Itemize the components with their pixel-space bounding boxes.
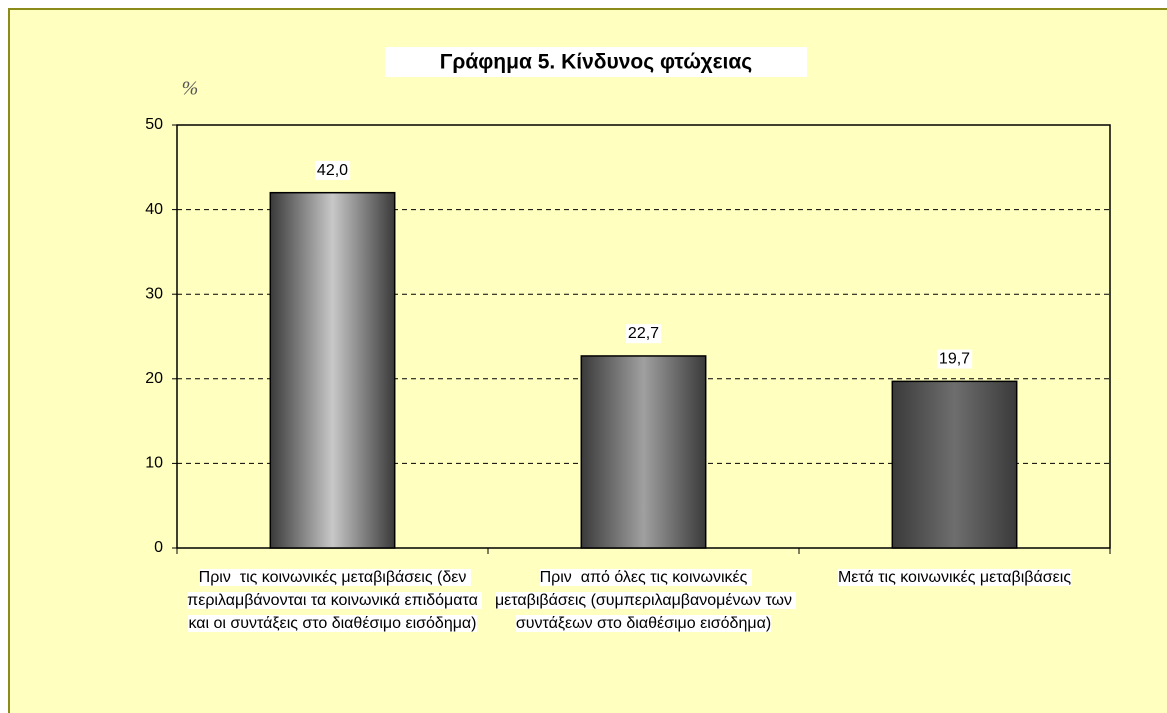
y-tick-label: 0 [154, 539, 163, 556]
x-tick-label-box: Μετά τις κοινωνικές μεταβιβάσεις [805, 566, 1105, 589]
chart-title: Γράφημα 5. Κίνδυνος φτώχειας [440, 51, 753, 74]
y-tick-label: 30 [145, 285, 163, 302]
y-tick-label: 20 [145, 370, 163, 387]
bar [269, 191, 396, 549]
data-label-box [314, 160, 351, 180]
y-tick-label: 10 [145, 455, 163, 472]
data-label: 42,0 [317, 162, 348, 179]
bar [580, 355, 707, 549]
x-tick-label: Μετά τις κοινωνικές μεταβιβάσεις [837, 569, 1072, 586]
bar [891, 380, 1018, 549]
data-label-box [936, 349, 973, 369]
x-tick-label-box: Πριν τις κοινωνικές μεταβιβάσεις (δεν πε… [183, 566, 483, 635]
x-tick-label-box: Πριν από όλες τις κοινωνικές μεταβιβάσει… [494, 566, 797, 635]
y-tick-label: 50 [145, 116, 163, 133]
y-tick-label: 40 [145, 201, 163, 218]
x-tick-label: Πριν από όλες τις κοινωνικές μεταβιβάσει… [494, 569, 797, 632]
data-label: 22,7 [628, 325, 659, 342]
data-label-box [625, 324, 662, 344]
y-axis-label: % [182, 78, 199, 100]
title-box [385, 47, 807, 77]
x-tick-label: Πριν τις κοινωνικές μεταβιβάσεις (δεν πε… [187, 569, 483, 632]
data-label: 19,7 [939, 351, 970, 368]
